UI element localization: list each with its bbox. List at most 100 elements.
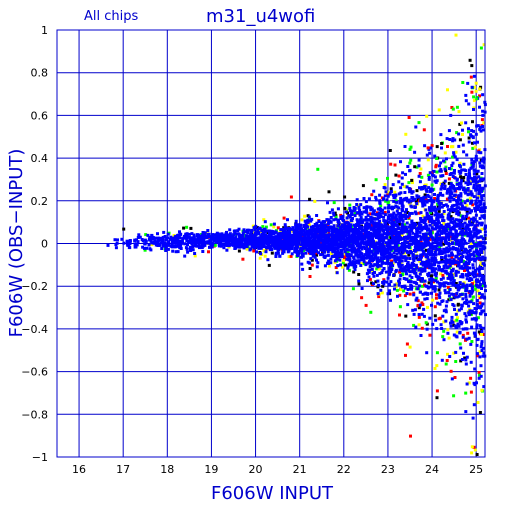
data-point <box>326 233 330 237</box>
data-point <box>381 249 385 253</box>
data-point <box>308 275 312 278</box>
data-point <box>146 233 150 237</box>
data-point <box>417 247 421 251</box>
data-point <box>331 238 335 241</box>
data-point <box>418 272 422 276</box>
data-point <box>415 266 419 270</box>
data-point <box>441 276 445 280</box>
data-point <box>388 283 391 287</box>
data-point <box>403 248 407 252</box>
data-point <box>435 207 439 211</box>
data-point <box>468 245 472 249</box>
data-point <box>427 227 431 231</box>
data-point <box>460 179 464 183</box>
data-point <box>385 226 389 230</box>
data-point <box>428 171 432 175</box>
data-point <box>459 359 463 363</box>
data-point <box>471 135 475 139</box>
data-point <box>290 247 294 250</box>
data-point <box>443 231 447 235</box>
data-point <box>440 186 444 190</box>
data-point <box>431 287 435 290</box>
data-point <box>372 212 376 216</box>
data-point <box>272 225 276 229</box>
data-point <box>257 231 260 235</box>
data-point <box>418 254 422 258</box>
data-point <box>476 196 480 200</box>
data-point <box>161 238 165 242</box>
data-point <box>359 242 363 246</box>
data-point <box>368 255 372 259</box>
data-point <box>252 239 256 243</box>
data-point <box>366 235 370 239</box>
data-point <box>365 208 368 212</box>
data-point <box>377 249 381 253</box>
data-point <box>405 228 409 231</box>
data-point <box>245 228 249 232</box>
data-point <box>441 268 445 271</box>
data-point <box>410 276 414 279</box>
data-point <box>343 195 347 199</box>
data-point <box>411 254 415 258</box>
data-point <box>403 284 407 288</box>
data-point <box>462 186 466 190</box>
data-point <box>471 240 475 244</box>
data-point <box>419 219 423 223</box>
data-point <box>337 254 341 258</box>
data-point <box>349 218 353 222</box>
data-point <box>327 259 331 263</box>
data-point <box>263 220 267 224</box>
data-point <box>412 323 416 327</box>
data-point <box>418 226 422 230</box>
data-point <box>472 216 476 220</box>
data-point <box>407 279 410 283</box>
data-point <box>478 161 482 165</box>
data-point <box>185 232 189 236</box>
data-point <box>363 218 367 222</box>
data-point <box>448 262 452 266</box>
data-point <box>346 221 350 225</box>
data-point <box>459 242 463 246</box>
data-point <box>157 236 161 240</box>
data-point <box>408 212 412 215</box>
data-point <box>461 333 465 337</box>
data-point <box>333 249 337 253</box>
data-point <box>429 232 433 236</box>
data-point <box>458 122 462 126</box>
data-point <box>477 192 481 196</box>
data-point <box>286 218 289 222</box>
data-point <box>400 218 404 222</box>
data-point <box>477 241 481 245</box>
data-point <box>390 205 394 209</box>
data-point <box>382 267 386 270</box>
data-point <box>467 381 471 385</box>
data-point <box>366 261 370 265</box>
data-point <box>367 218 371 222</box>
data-point <box>382 282 386 286</box>
data-point <box>242 242 246 246</box>
data-point <box>465 337 469 341</box>
data-point <box>327 221 331 225</box>
data-point <box>308 197 312 201</box>
data-point <box>442 329 446 333</box>
data-point <box>308 267 312 270</box>
data-point <box>392 232 396 236</box>
data-point <box>382 254 386 258</box>
data-point <box>427 176 431 179</box>
data-point <box>272 240 276 243</box>
data-point <box>427 271 431 275</box>
data-point <box>439 133 443 137</box>
data-point <box>437 221 441 225</box>
data-point <box>287 227 291 230</box>
data-point <box>470 161 474 165</box>
data-point <box>322 239 326 243</box>
data-point <box>321 220 325 224</box>
data-point <box>336 249 340 253</box>
data-point <box>448 188 452 192</box>
data-point <box>432 269 436 273</box>
data-point <box>318 235 322 238</box>
data-point <box>348 207 352 210</box>
data-point <box>463 356 467 360</box>
data-point <box>468 192 472 196</box>
data-point <box>470 451 474 455</box>
